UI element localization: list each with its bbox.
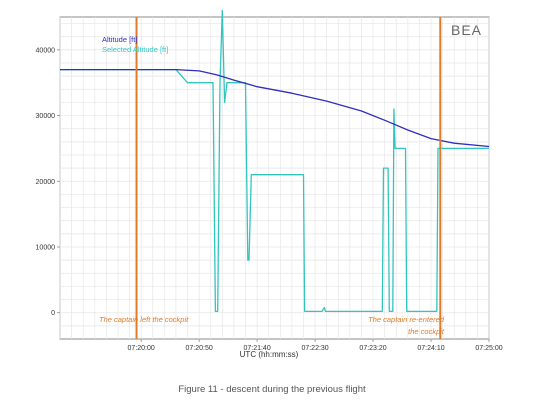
- y-tick-label: 30000: [36, 113, 56, 120]
- y-tick-label: 0: [51, 310, 55, 317]
- y-tick-labels: 0 10000 20000 30000 40000: [36, 47, 60, 317]
- x-tick-label: 07:20:50: [186, 345, 213, 352]
- annotation-captain-reentered-line2: the cockpit: [408, 327, 445, 336]
- series-line-selected-altitude: [60, 9, 489, 313]
- x-tick-labels: 07:20:00 07:20:50 07:21:40 07:22:30 07:23:20…: [128, 339, 503, 352]
- x-tick-label: 07:21:40: [243, 345, 270, 352]
- y-tick-label: 20000: [36, 179, 56, 186]
- series-line-altitude: [60, 68, 490, 148]
- x-tick-label: 07:23:20: [359, 345, 386, 352]
- x-tick-label: 07:20:00: [128, 345, 155, 352]
- horizontal-gridlines: [60, 23, 489, 327]
- y-tick-label: 10000: [36, 245, 56, 252]
- event-markers: [135, 17, 442, 339]
- legend: Altitude [ft] Selected Altitude [ft]: [102, 35, 168, 54]
- plot-area: [59, 16, 490, 340]
- y-tick-label: 40000: [36, 47, 56, 54]
- annotation-captain-reentered-line1: The captain re-entered: [368, 315, 445, 324]
- series-layer: [60, 9, 490, 313]
- x-tick-label: 07:25:00: [475, 345, 502, 352]
- legend-label-altitude: Altitude [ft]: [102, 35, 137, 44]
- annotation-captain-left: The captain left the cockpit: [99, 315, 189, 324]
- x-tick-label: 07:24:10: [417, 345, 444, 352]
- bea-logo: BEA: [451, 22, 482, 38]
- figure-caption: Figure 11 - descent during the previous …: [178, 384, 366, 395]
- x-axis-title: UTC (hh:mm:ss): [240, 350, 299, 359]
- vertical-gridlines: [59, 17, 490, 339]
- x-tick-label: 07:22:30: [301, 345, 328, 352]
- legend-label-selected-altitude: Selected Altitude [ft]: [102, 45, 168, 54]
